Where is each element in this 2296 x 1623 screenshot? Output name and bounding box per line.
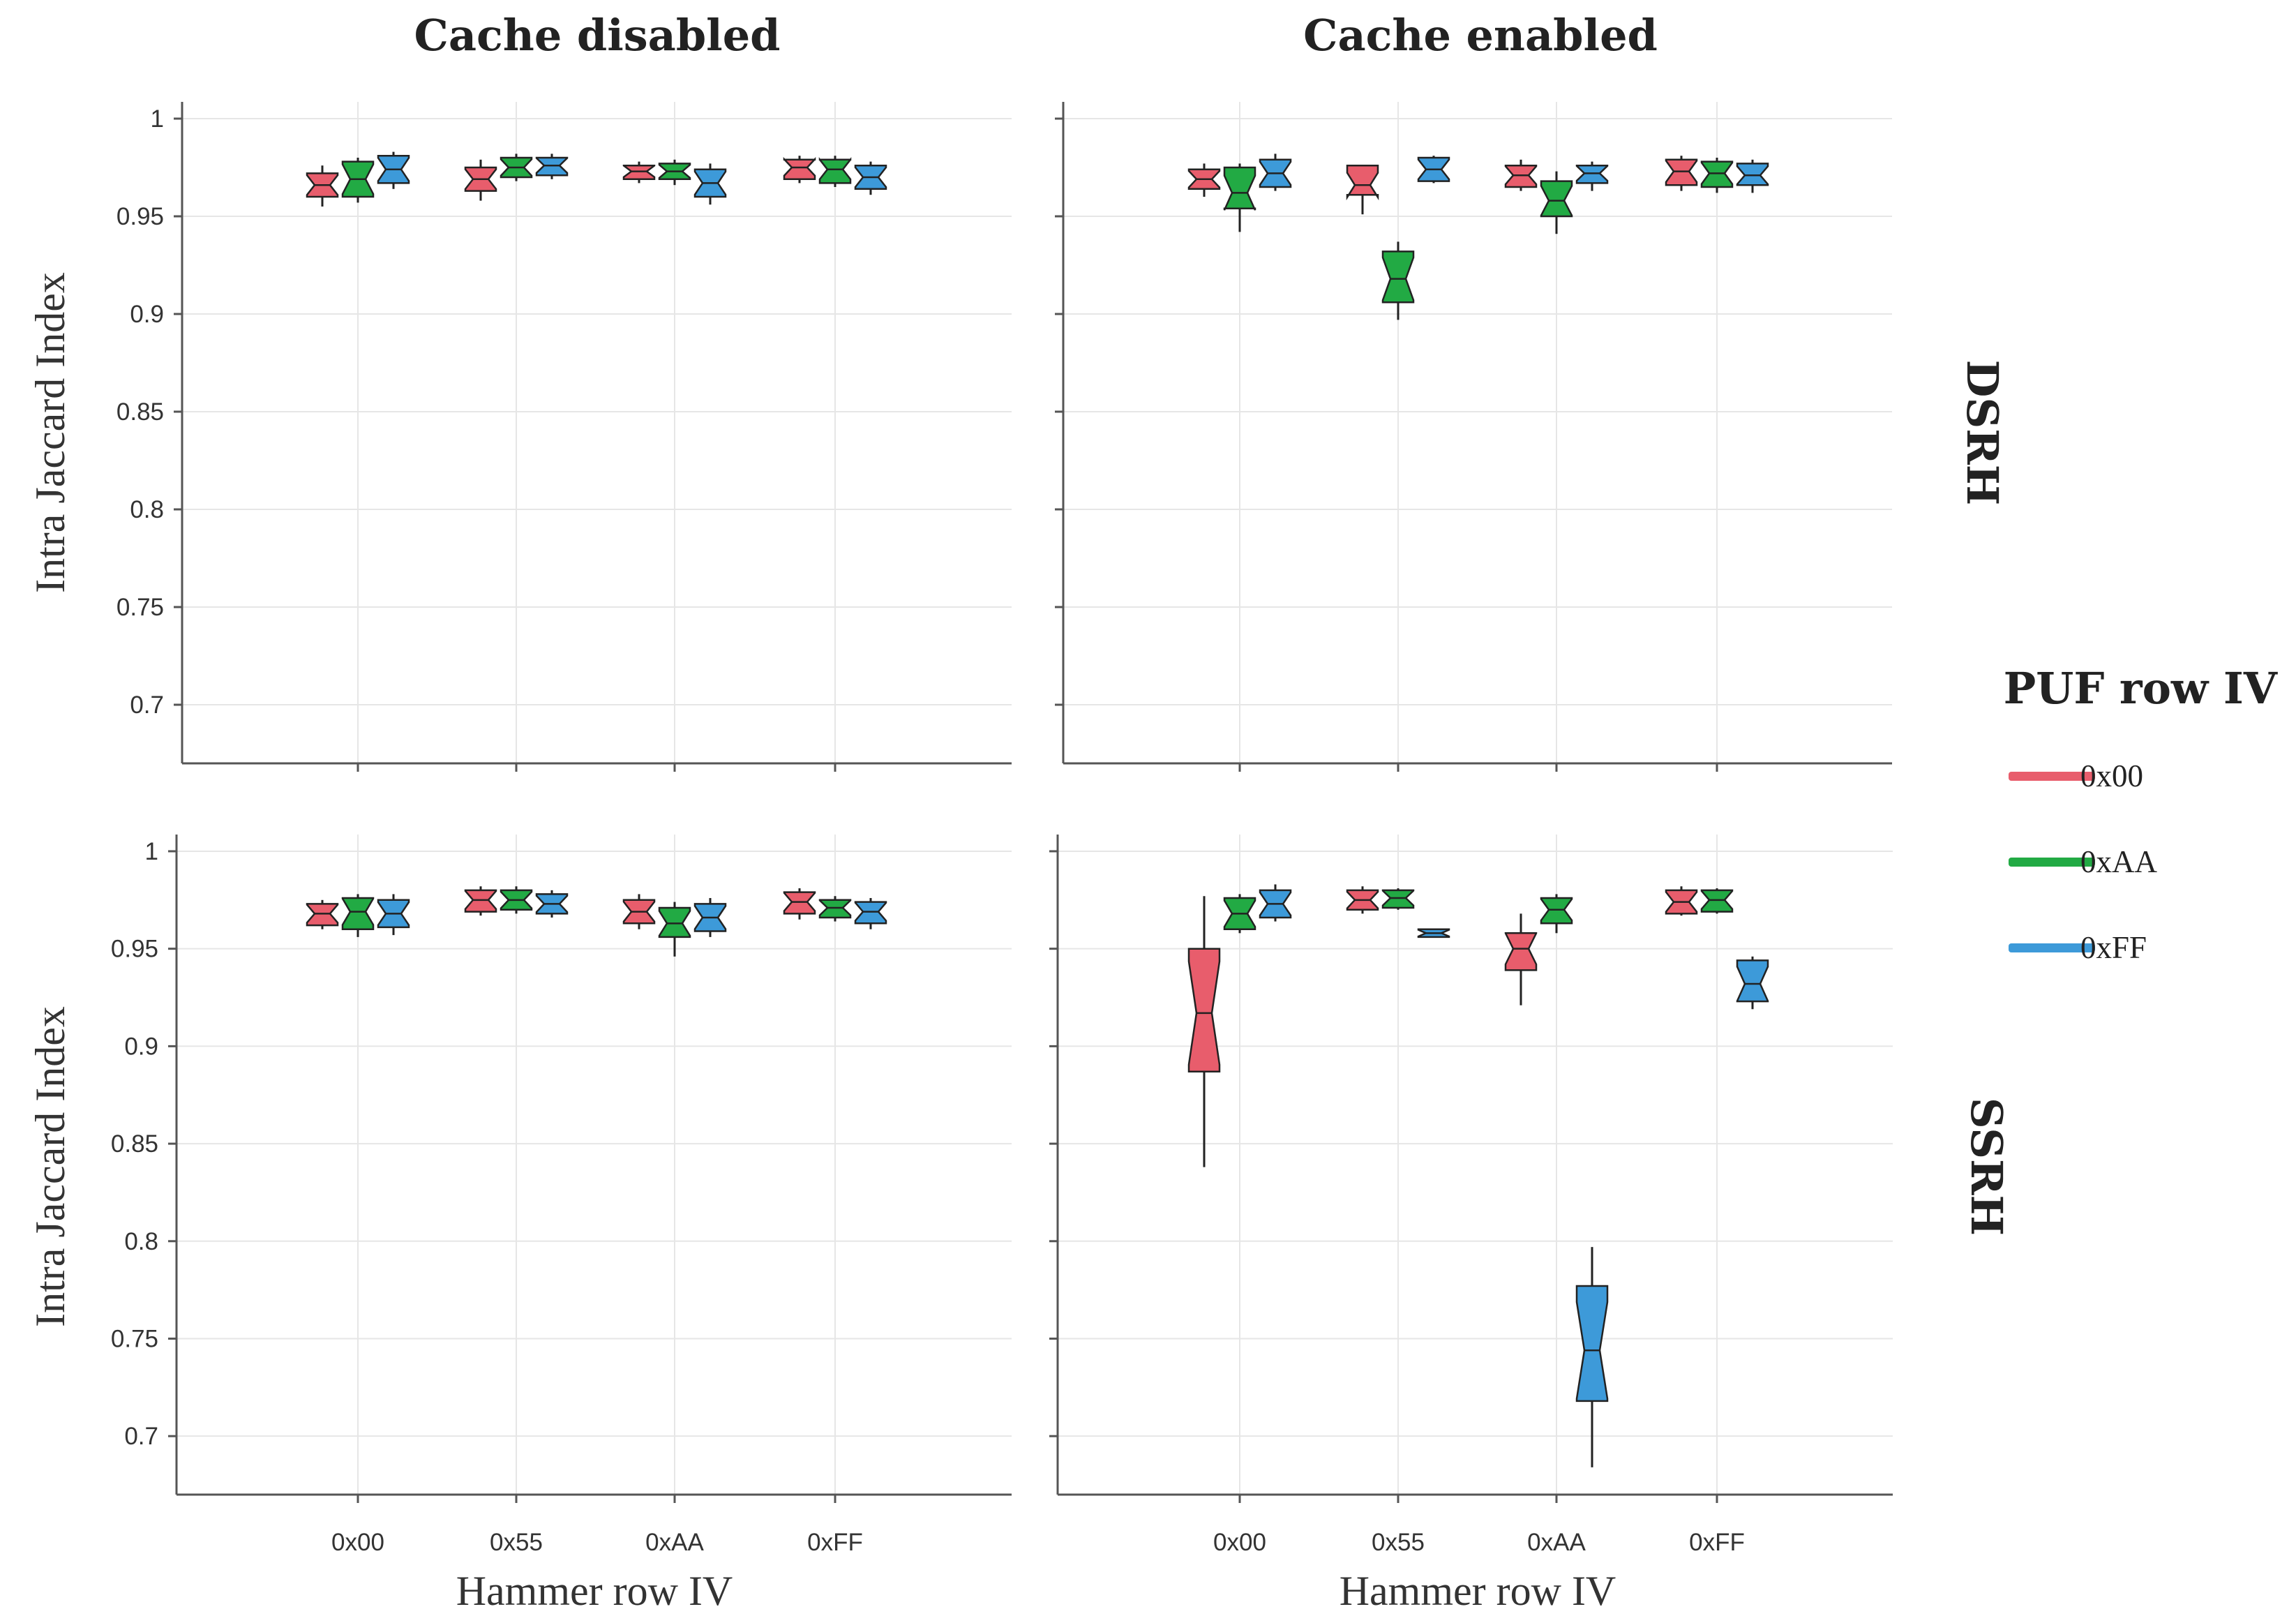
legend-title: PUF row IV <box>2004 663 2278 714</box>
box-dsrh-cache-enabled-0xff-0xaa <box>1700 160 1734 188</box>
box-dsrh-cache-disabled-0xff-0xaa <box>818 157 852 184</box>
boxes-layer <box>306 151 1769 1467</box>
box-ssrh-cache-disabled-0x00-0xaa <box>341 897 375 930</box>
y-tick-label: 0.75 <box>117 594 164 621</box>
y-tick-label: 1 <box>151 105 164 133</box>
y-tick-label: 0.8 <box>124 1228 158 1255</box>
box-ssrh-cache-enabled-0xff-0xff <box>1736 959 1769 1003</box>
legend-swatch-0xaa <box>2009 858 2095 867</box>
legend: PUF row IV 0x00 0xAA 0xFF <box>2004 663 2278 965</box>
y-tick-label: 0.9 <box>124 1033 158 1060</box>
y-tick-label: 0.85 <box>111 1130 158 1158</box>
box-dsrh-cache-enabled-0xaa-0x00 <box>1504 164 1538 188</box>
x-axis-title-right: Hammer row IV <box>1340 1568 1616 1614</box>
box-ssrh-cache-enabled-0xaa-0x00 <box>1504 932 1538 971</box>
y-tick-label: 0.9 <box>130 301 164 328</box>
y-axis-title-bottom: Intra Jaccard Index <box>27 1006 73 1327</box>
legend-label-0xff: 0xFF <box>2080 930 2147 965</box>
legend-label-0xaa: 0xAA <box>2080 844 2157 879</box>
y-tick-label: 0.7 <box>130 691 164 719</box>
x-tick-label: 0x00 <box>1213 1529 1266 1556</box>
facet-title-cache-enabled: Cache enabled <box>1303 10 1658 61</box>
x-tick-label: 0x00 <box>331 1529 384 1556</box>
box-dsrh-cache-disabled-0xaa-0x00 <box>622 164 656 181</box>
box-ssrh-cache-enabled-0xaa-0xaa <box>1540 897 1573 925</box>
box-ssrh-cache-disabled-0x00-0x00 <box>306 903 339 927</box>
legend-swatch-0x00 <box>2009 772 2095 781</box>
y-tick-label: 0.75 <box>111 1325 158 1352</box>
box-ssrh-cache-disabled-0xff-0x00 <box>783 891 816 915</box>
box-ssrh-cache-enabled-0xaa-0xff <box>1575 1285 1609 1403</box>
box-ssrh-cache-disabled-0xff-0xaa <box>818 899 852 919</box>
x-tick-label: 0x55 <box>1372 1529 1425 1556</box>
legend-label-0x00: 0x00 <box>2080 758 2143 793</box>
axes-layer: 1 0.95 0.9 0.85 0.8 0.75 0.7 1 0.95 0.9 0.85 0.8 0.7… <box>111 102 1893 1556</box>
box-ssrh-cache-disabled-0xaa-0xaa <box>658 906 691 938</box>
box-dsrh-cache-enabled-0xff-0xff <box>1736 163 1769 186</box>
box-ssrh-cache-disabled-0xff-0xff <box>854 901 887 925</box>
x-axis-title-left: Hammer row IV <box>456 1568 733 1614</box>
box-dsrh-cache-disabled-0xff-0x00 <box>783 157 816 181</box>
facet-row-title-dsrh: DSRH <box>1957 360 2008 506</box>
x-tick-label: 0xFF <box>1689 1529 1745 1556</box>
x-tick-label: 0xFF <box>807 1529 863 1556</box>
y-axis-title-top: Intra Jaccard Index <box>27 272 73 593</box>
y-tick-label: 0.8 <box>130 496 164 523</box>
box-dsrh-cache-enabled-0xaa-0xaa <box>1540 180 1573 218</box>
y-tick-label: 0.95 <box>117 203 164 230</box>
box-dsrh-cache-enabled-0x55-0xaa <box>1381 250 1415 304</box>
x-tick-label: 0xAA <box>1527 1529 1586 1556</box>
y-tick-label: 0.7 <box>124 1423 158 1450</box>
box-ssrh-cache-enabled-0x55-0xaa <box>1381 889 1415 909</box>
box-ssrh-cache-enabled-0xff-0xaa <box>1700 889 1734 913</box>
y-tick-label: 0.85 <box>117 398 164 426</box>
box-ssrh-cache-disabled-0x55-0x00 <box>464 889 497 913</box>
legend-swatch-0xff <box>2009 943 2095 952</box>
facet-title-cache-disabled: Cache disabled <box>414 10 780 61</box>
box-dsrh-cache-enabled-0x00-0xaa <box>1223 166 1256 211</box>
x-tick-label: 0xAA <box>645 1529 704 1556</box>
box-dsrh-cache-enabled-0x55-0x00 <box>1346 164 1379 201</box>
x-tick-label: 0x55 <box>490 1529 543 1556</box>
box-dsrh-cache-disabled-0x55-0xff <box>535 156 569 177</box>
box-ssrh-cache-enabled-0x00-0x00 <box>1187 948 1221 1072</box>
y-tick-label: 1 <box>145 838 158 865</box>
box-dsrh-cache-enabled-0xaa-0xff <box>1575 164 1609 184</box>
y-tick-label: 0.95 <box>111 936 158 963</box>
box-dsrh-cache-enabled-0xff-0x00 <box>1665 158 1698 186</box>
grid-layer <box>177 102 1893 1495</box>
facet-row-title-ssrh: SSRH <box>1961 1098 2012 1236</box>
